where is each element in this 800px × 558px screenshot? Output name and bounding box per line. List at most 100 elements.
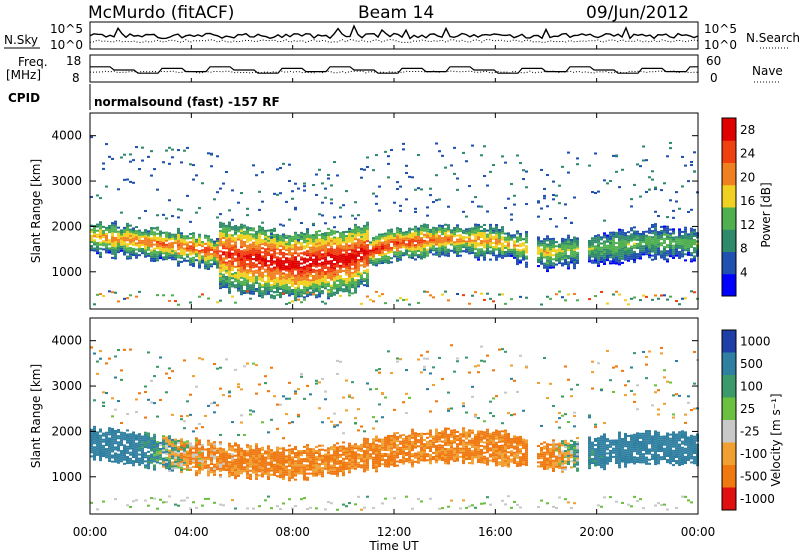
power-cell — [417, 238, 420, 240]
velocity-cell — [309, 469, 312, 471]
power-scatter-cell — [576, 163, 579, 165]
power-cell — [645, 235, 648, 237]
power-cell — [354, 244, 357, 246]
power-cell — [111, 222, 114, 224]
power-cell — [228, 270, 231, 272]
power-cell — [225, 266, 228, 268]
velocity-cell — [153, 446, 156, 448]
power-scatter-cell — [504, 207, 507, 209]
power-cell — [189, 247, 192, 249]
power-scatter-cell — [186, 147, 189, 149]
power-cell — [618, 245, 621, 247]
power-cell — [126, 225, 129, 227]
velocity-scatter-cell — [186, 400, 189, 402]
velocity-scatter-cell — [180, 418, 183, 420]
power-cell — [120, 231, 123, 233]
velocity-cell — [189, 457, 192, 459]
velocity-cell — [96, 438, 99, 440]
power-near-cell — [504, 303, 507, 305]
power-cell — [168, 253, 171, 255]
power-cell — [273, 244, 276, 246]
power-cell — [669, 247, 672, 249]
power-scatter-cell — [438, 199, 441, 201]
power-cell — [360, 277, 363, 279]
power-cell — [501, 238, 504, 240]
power-cell — [354, 228, 357, 230]
power-cell — [555, 241, 558, 243]
power-cell — [567, 239, 570, 241]
power-scatter-cell — [558, 185, 561, 187]
velocity-cell — [234, 469, 237, 471]
power-cell — [288, 272, 291, 274]
power-cell — [273, 267, 276, 269]
velocity-cell — [156, 453, 159, 455]
power-cell — [264, 269, 267, 271]
power-cell — [348, 257, 351, 259]
power-cell — [402, 252, 405, 254]
power-cell — [111, 247, 114, 249]
power-cell — [363, 249, 366, 251]
power-cell — [243, 255, 246, 257]
velocity-cell — [114, 432, 117, 434]
power-cell — [603, 259, 606, 261]
power-cell — [354, 269, 357, 271]
velocity-cell — [240, 448, 243, 450]
power-cell — [510, 249, 513, 251]
power-cell — [465, 232, 468, 234]
power-cell — [510, 239, 513, 241]
power-cell — [642, 251, 645, 253]
power-cell — [243, 253, 246, 255]
power-cell — [327, 244, 330, 246]
velocity-cell — [219, 458, 222, 460]
velocity-scatter-cell — [291, 421, 294, 423]
power-cell — [489, 236, 492, 238]
power-scatter-cell — [621, 169, 624, 171]
velocity-cell — [93, 440, 96, 442]
velocity-cell — [261, 467, 264, 469]
power-cell — [267, 244, 270, 246]
velocity-cell — [222, 463, 225, 465]
velocity-scatter-cell — [171, 370, 174, 372]
velocity-cell — [105, 432, 108, 434]
power-cell — [312, 244, 315, 246]
power-cell — [669, 241, 672, 243]
power-cell — [672, 241, 675, 243]
velocity-cell — [222, 469, 225, 471]
power-cell — [399, 255, 402, 257]
power-scatter-cell — [129, 161, 132, 163]
velocity-cell — [234, 442, 237, 444]
power-cell — [222, 278, 225, 280]
velocity-near-cell — [156, 508, 159, 510]
velocity-scatter-cell — [213, 363, 216, 365]
power-cell — [261, 229, 264, 231]
power-cell — [489, 259, 492, 261]
power-cell — [693, 233, 696, 235]
power-cell — [681, 241, 684, 243]
power-cell — [144, 231, 147, 233]
power-cell — [540, 244, 543, 246]
power-cell — [273, 240, 276, 242]
power-cell — [678, 237, 681, 239]
power-cell — [522, 259, 525, 261]
power-cell — [609, 236, 612, 238]
velocity-cell — [186, 440, 189, 442]
power-cell — [345, 288, 348, 290]
power-near-cell — [558, 291, 561, 293]
power-cell — [321, 274, 324, 276]
power-cell — [345, 231, 348, 233]
power-cell — [438, 253, 441, 255]
velocity-cell — [255, 459, 258, 461]
power-cell — [114, 223, 117, 225]
power-cell — [495, 244, 498, 246]
velocity-cell — [234, 471, 237, 473]
power-cell — [681, 245, 684, 247]
power-cell — [513, 242, 516, 244]
power-cell — [546, 262, 549, 264]
power-cell — [207, 258, 210, 260]
power-cell — [552, 248, 555, 250]
velocity-cell — [105, 448, 108, 450]
power-cell — [315, 294, 318, 296]
power-cell — [291, 264, 294, 266]
velocity-cell — [162, 447, 165, 449]
power-cell — [258, 270, 261, 272]
